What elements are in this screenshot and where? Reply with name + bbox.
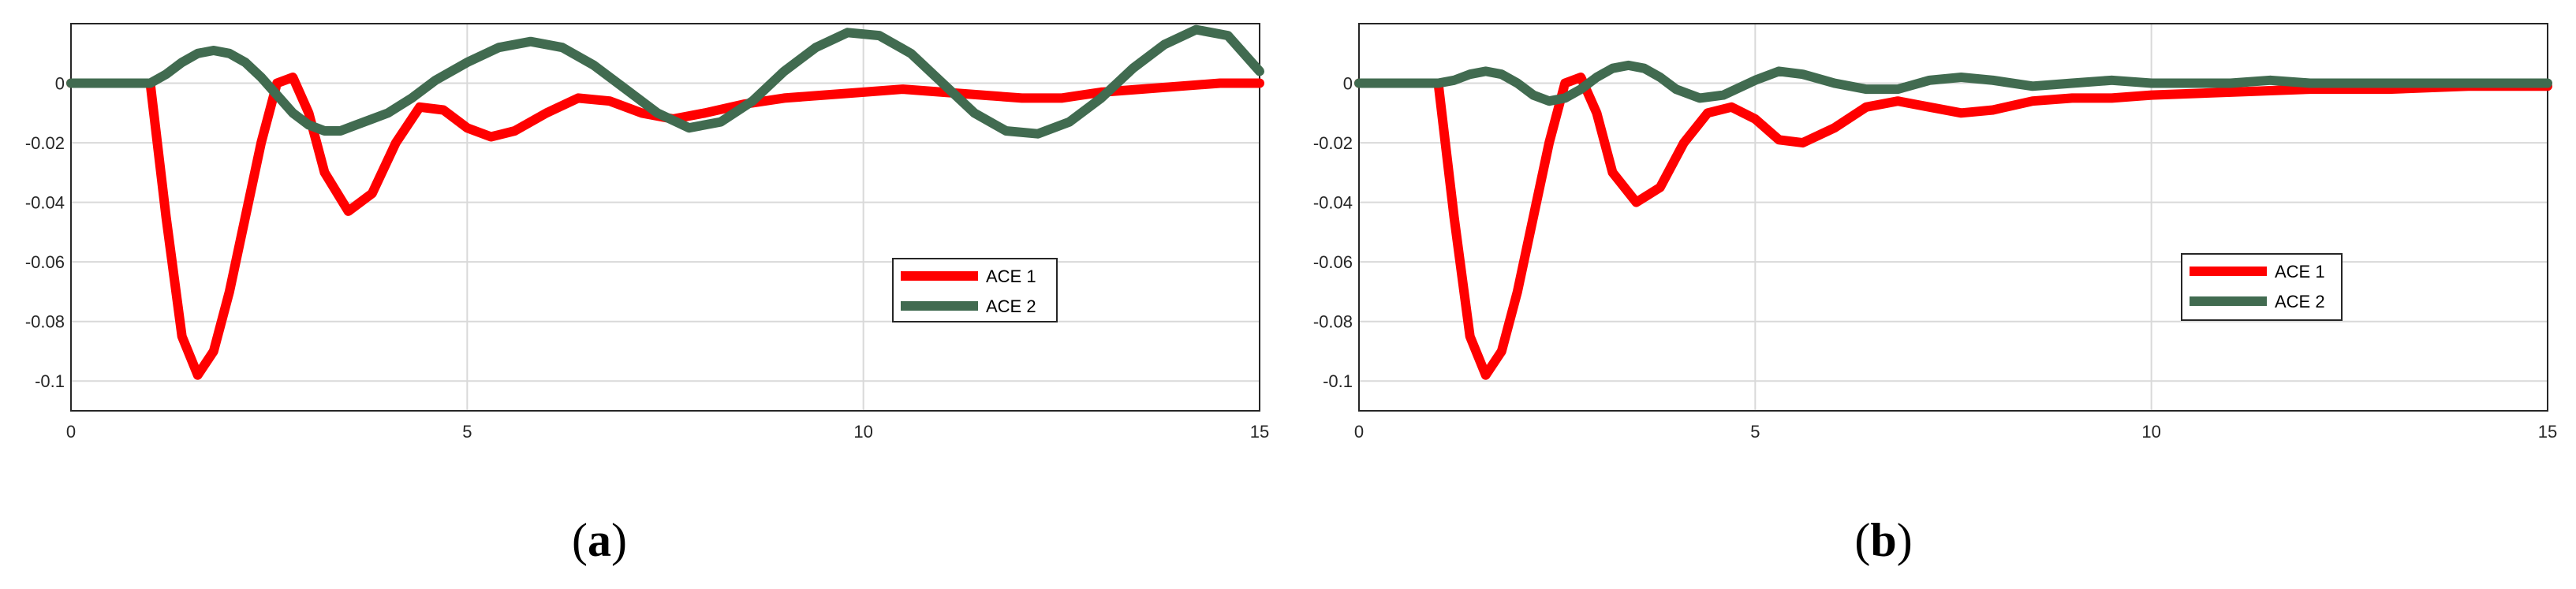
x-tick-label: 0 <box>1354 422 1364 442</box>
legend-label: ACE 1 <box>2275 262 2325 281</box>
y-tick-label: -0.08 <box>25 312 65 332</box>
x-tick-label: 10 <box>853 422 872 442</box>
y-tick-label: 0 <box>1343 74 1353 94</box>
x-tick-label: 0 <box>66 422 76 442</box>
legend-label: ACE 2 <box>986 296 1036 316</box>
y-tick-label: -0.06 <box>1313 252 1353 272</box>
y-tick-label: -0.04 <box>1313 193 1353 213</box>
x-tick-label: 10 <box>2141 422 2160 442</box>
panel-caption: (b) <box>1854 514 1912 566</box>
y-tick-label: -0.1 <box>35 371 65 391</box>
line-chart: 0 5 10 15 0 -0.02 -0.04 -0.06 -0.08 -0.1 ACE 1 ACE … <box>25 23 1269 566</box>
series-line-2 <box>1354 60 2552 106</box>
x-tick-label: 15 <box>2538 422 2557 442</box>
line-chart: 0 5 10 15 0 -0.02 -0.04 -0.06 -0.08 -0.1 ACE 1 ACE … <box>1313 23 2557 566</box>
series-line-2 <box>66 24 1264 139</box>
y-tick-label: -0.1 <box>1323 371 1353 391</box>
y-tick-label: -0.06 <box>25 252 65 272</box>
plot-frame <box>70 23 1260 412</box>
y-tick-label: -0.04 <box>25 193 65 213</box>
panel-caption: (a) <box>572 514 627 566</box>
y-tick-label: -0.02 <box>1313 133 1353 153</box>
x-tick-label: 5 <box>462 422 472 442</box>
x-tick-label: 5 <box>1750 422 1760 442</box>
y-tick-label: -0.02 <box>25 133 65 153</box>
chart-panel-b: 0 5 10 15 0 -0.02 -0.04 -0.06 -0.08 -0.1 ACE 1 ACE … <box>1288 0 2576 589</box>
legend-label: ACE 1 <box>986 267 1036 286</box>
legend-box <box>2181 253 2343 321</box>
series-line-1 <box>1354 73 2552 380</box>
y-tick-label: 0 <box>55 74 65 94</box>
y-tick-label: -0.08 <box>1313 312 1353 332</box>
legend-label: ACE 2 <box>2275 292 2325 311</box>
series-line-1 <box>66 73 1264 380</box>
x-tick-label: 15 <box>1250 422 1269 442</box>
chart-panel-a: 0 5 10 15 0 -0.02 -0.04 -0.06 -0.08 -0.1 ACE 1 ACE … <box>25 23 1269 566</box>
plot-frame <box>1358 23 2548 412</box>
legend-box <box>892 258 1058 322</box>
